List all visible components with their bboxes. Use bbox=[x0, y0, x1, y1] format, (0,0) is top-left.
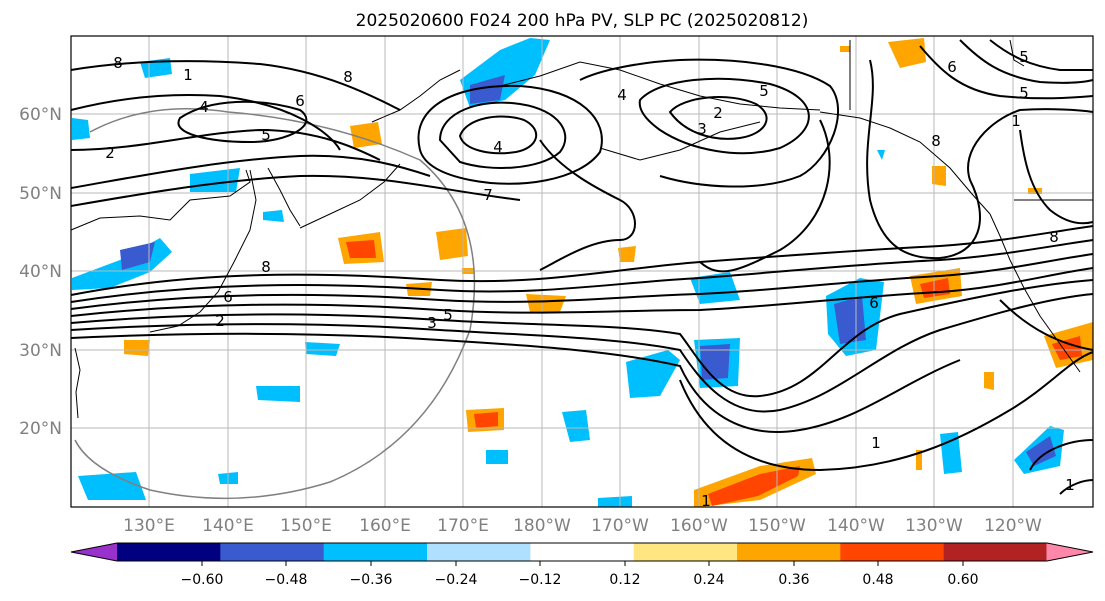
colorbar-segment bbox=[323, 543, 428, 561]
lon-axis: 130°E 140°E 150°E 160°E 170°E 180°W 170°… bbox=[123, 516, 1042, 536]
map-frame bbox=[70, 35, 1094, 508]
lon-label: 140°W bbox=[827, 516, 885, 536]
colorbar-tick-label: −0.24 bbox=[435, 572, 478, 588]
colorbar-tick-label: 0.48 bbox=[862, 572, 893, 588]
contour-label: 2 bbox=[215, 312, 225, 330]
slp-contours bbox=[70, 39, 1094, 495]
contour-label: 5 bbox=[443, 306, 453, 324]
lon-label: 160°W bbox=[670, 516, 728, 536]
colorbar-segment bbox=[220, 543, 325, 561]
contour-label: 6 bbox=[223, 288, 233, 306]
lat-label: 50°N bbox=[19, 184, 62, 204]
lon-label: 170°E bbox=[437, 516, 489, 536]
contour-label: 4 bbox=[493, 138, 503, 156]
contour-label: 5 bbox=[1019, 48, 1029, 66]
contour-label: 6 bbox=[295, 92, 305, 110]
colorbar-tick-label: −0.48 bbox=[265, 572, 308, 588]
lon-label: 150°W bbox=[748, 516, 806, 536]
contour-label: 5 bbox=[1019, 84, 1029, 102]
colorbar-segment bbox=[117, 543, 221, 561]
contour-label: 6 bbox=[869, 294, 879, 312]
lat-label: 40°N bbox=[19, 262, 62, 282]
colorbar-segment bbox=[530, 543, 635, 561]
lat-label: 60°N bbox=[19, 105, 62, 125]
contour-label: 4 bbox=[617, 86, 627, 104]
contour-label: 8 bbox=[1049, 228, 1059, 246]
colorbar-segment bbox=[71, 543, 118, 561]
lon-label: 140°E bbox=[202, 516, 254, 536]
contour-label: 5 bbox=[261, 126, 271, 144]
colorbar-tick-label: 0.24 bbox=[693, 572, 724, 588]
contour-label: 1 bbox=[1011, 112, 1021, 130]
contour-label: 8 bbox=[343, 68, 353, 86]
colorbar-segment bbox=[943, 543, 1048, 561]
colorbar-tick-label: 0.36 bbox=[778, 572, 809, 588]
contour-label: 1 bbox=[183, 66, 193, 84]
map-title: 2025020600 F024 200 hPa PV, SLP PC (2025… bbox=[356, 11, 809, 31]
lat-axis: 60°N 50°N 40°N 30°N 20°N bbox=[19, 105, 62, 439]
lon-label: 130°E bbox=[123, 516, 175, 536]
colorbar-segment bbox=[840, 543, 945, 561]
lat-label: 30°N bbox=[19, 341, 62, 361]
contour-label: 8 bbox=[113, 54, 123, 72]
colorbar-segment bbox=[633, 543, 738, 561]
contour-label: 5 bbox=[759, 82, 769, 100]
colorbar-outline bbox=[70, 542, 1094, 562]
colorbar-tick-label: 0.12 bbox=[609, 572, 640, 588]
lon-label: 160°E bbox=[359, 516, 411, 536]
colorbar-tick-label: 0.60 bbox=[947, 572, 978, 588]
lon-label: 120°W bbox=[984, 516, 1042, 536]
colorbar-segment bbox=[427, 543, 531, 561]
colorbar-tick-label: −0.36 bbox=[350, 572, 393, 588]
contour-label: 1 bbox=[871, 434, 881, 452]
contour-label: 2 bbox=[105, 144, 115, 162]
colorbar-tick-label: −0.12 bbox=[519, 572, 562, 588]
lat-label: 20°N bbox=[19, 419, 62, 439]
map-panel: 8 1 6 4 5 2 8 4 7 2 3 5 4 6 5 1 8 8 6 2 … bbox=[70, 35, 1094, 510]
colorbar-segment bbox=[737, 543, 841, 561]
lon-label: 150°E bbox=[280, 516, 332, 536]
colorbar-ticks bbox=[201, 561, 964, 566]
lon-label: 180°W bbox=[513, 516, 571, 536]
colorbar-tick-label: −0.60 bbox=[181, 572, 224, 588]
contour-label: 2 bbox=[713, 104, 723, 122]
contour-label-group: 8 1 6 4 5 2 8 4 7 2 3 5 4 6 5 1 8 8 6 2 … bbox=[105, 48, 1075, 510]
lon-label: 170°W bbox=[591, 516, 649, 536]
contour-label: 3 bbox=[697, 120, 707, 138]
contour-label: 4 bbox=[199, 98, 209, 116]
colorbar: −0.60 −0.48 −0.36 −0.24 −0.12 0.12 0.24 … bbox=[70, 542, 1094, 588]
lon-label: 130°W bbox=[905, 516, 963, 536]
contour-label: 1 bbox=[701, 492, 711, 510]
contour-label: 8 bbox=[931, 132, 941, 150]
contour-label: 1 bbox=[1065, 476, 1075, 494]
contour-label: 3 bbox=[427, 314, 437, 332]
contour-label: 7 bbox=[483, 186, 493, 204]
colorbar-segment bbox=[1046, 543, 1093, 561]
contour-label: 6 bbox=[947, 58, 957, 76]
contour-label: 8 bbox=[261, 258, 271, 276]
colorbar-segments bbox=[70, 542, 1094, 562]
